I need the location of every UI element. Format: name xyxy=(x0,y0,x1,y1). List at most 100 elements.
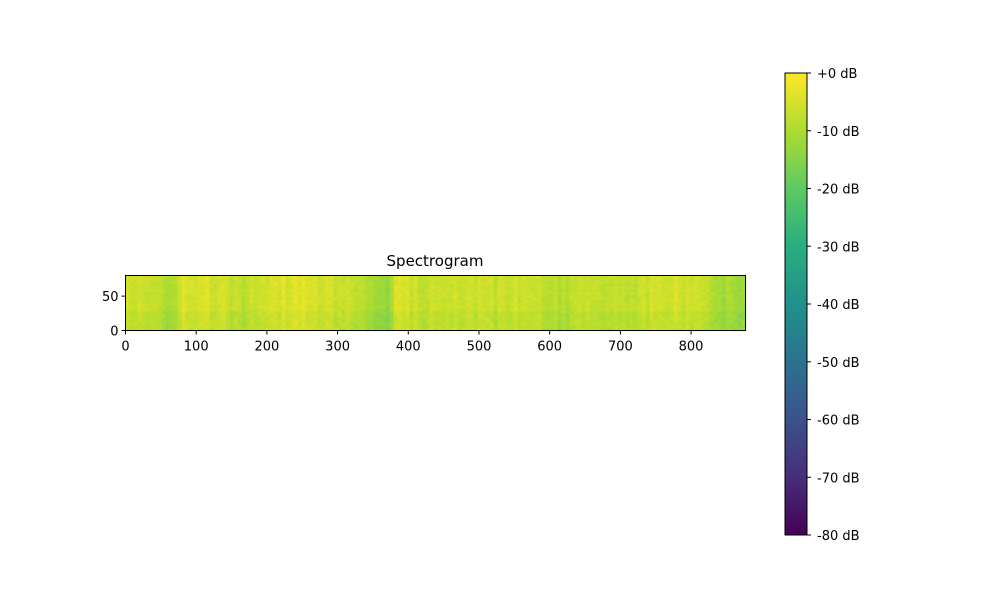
heatmap-cell xyxy=(469,314,475,318)
heatmap-cell xyxy=(517,327,523,332)
heatmap-cell xyxy=(277,319,283,323)
heatmap-cell xyxy=(141,292,147,296)
heatmap-cell xyxy=(509,297,515,301)
heatmap-cell xyxy=(565,286,571,290)
heatmap-cell xyxy=(361,322,367,326)
heatmap-cell xyxy=(413,303,419,307)
heatmap-cell xyxy=(485,327,491,332)
heatmap-cell xyxy=(469,303,475,307)
heatmap-cell xyxy=(257,314,263,318)
heatmap-cell xyxy=(701,303,707,307)
heatmap-cell xyxy=(221,325,227,329)
heatmap-cell xyxy=(273,294,279,299)
heatmap-cell xyxy=(505,303,511,307)
heatmap-cell xyxy=(577,322,583,326)
heatmap-cell xyxy=(657,289,663,293)
heatmap-cell xyxy=(245,289,251,293)
heatmap-cell xyxy=(653,278,659,282)
heatmap-cell xyxy=(453,289,459,293)
heatmap-cell xyxy=(545,297,551,301)
heatmap-cell xyxy=(133,283,139,288)
heatmap-cell xyxy=(525,281,531,285)
heatmap-cell xyxy=(329,300,335,304)
heatmap-cell xyxy=(421,303,427,307)
heatmap-cell xyxy=(733,325,739,329)
heatmap-cell xyxy=(145,322,151,326)
heatmap-cell xyxy=(341,283,347,288)
heatmap-cell xyxy=(681,319,687,323)
heatmap-cell xyxy=(269,289,275,293)
heatmap-cell xyxy=(125,283,131,288)
heatmap-cell xyxy=(233,281,239,285)
heatmap-cell xyxy=(337,322,343,326)
heatmap-cell xyxy=(573,292,579,296)
heatmap-cell xyxy=(337,316,343,321)
heatmap-cell xyxy=(725,305,731,310)
heatmap-cell xyxy=(705,289,711,293)
heatmap-cell xyxy=(497,322,503,326)
heatmap-cell xyxy=(409,319,415,323)
heatmap-cell xyxy=(309,303,315,307)
heatmap-cell xyxy=(357,327,363,332)
heatmap-cell xyxy=(581,316,587,321)
heatmap-cell xyxy=(521,292,527,296)
heatmap-cell xyxy=(529,316,535,321)
heatmap-cell xyxy=(289,322,295,326)
heatmap-cell xyxy=(397,311,403,315)
heatmap-cell xyxy=(281,303,287,307)
heatmap-cell xyxy=(441,308,447,312)
heatmap-cell xyxy=(609,286,615,290)
heatmap-cell xyxy=(557,289,563,293)
heatmap-cell xyxy=(401,283,407,288)
heatmap-cell xyxy=(537,275,543,279)
heatmap-cell xyxy=(609,319,615,323)
heatmap-cell xyxy=(525,275,531,279)
heatmap-cell xyxy=(645,289,651,293)
heatmap-cell xyxy=(193,316,199,321)
heatmap-cell xyxy=(469,281,475,285)
heatmap-cell xyxy=(545,314,551,318)
heatmap-cell xyxy=(357,300,363,304)
heatmap-cell xyxy=(725,300,731,304)
heatmap-cell xyxy=(465,322,471,326)
heatmap-cell xyxy=(293,322,299,326)
heatmap-cell xyxy=(565,283,571,288)
heatmap-cell xyxy=(709,275,715,279)
heatmap-cell xyxy=(517,316,523,321)
heatmap-cell xyxy=(361,300,367,304)
heatmap-cell xyxy=(281,292,287,296)
heatmap-cell xyxy=(377,286,383,290)
heatmap-cell xyxy=(701,314,707,318)
heatmap-cell xyxy=(373,308,379,312)
heatmap-cell xyxy=(545,286,551,290)
heatmap-cell xyxy=(305,289,311,293)
heatmap-cell xyxy=(741,286,747,290)
heatmap-cell xyxy=(217,311,223,315)
heatmap-cell xyxy=(309,286,315,290)
heatmap-cell xyxy=(673,303,679,307)
heatmap-cell xyxy=(173,327,179,332)
heatmap-cell xyxy=(649,327,655,332)
heatmap-cell xyxy=(477,319,483,323)
x-tick-label: 200 xyxy=(254,340,279,355)
heatmap-cell xyxy=(349,314,355,318)
heatmap-cell xyxy=(169,325,175,329)
heatmap-cell xyxy=(613,322,619,326)
heatmap-cell xyxy=(449,311,455,315)
heatmap-cell xyxy=(609,314,615,318)
heatmap-cell xyxy=(661,322,667,326)
heatmap-cell xyxy=(673,275,679,279)
heatmap-cell xyxy=(253,308,259,312)
heatmap-cell xyxy=(497,303,503,307)
heatmap-cell xyxy=(721,292,727,296)
heatmap-cell xyxy=(565,289,571,293)
heatmap-cell xyxy=(697,300,703,304)
heatmap-cell xyxy=(389,316,395,321)
heatmap-cell xyxy=(185,283,191,288)
heatmap-cell xyxy=(709,281,715,285)
heatmap-cell xyxy=(321,294,327,299)
heatmap-cell xyxy=(325,300,331,304)
heatmap-cell xyxy=(689,308,695,312)
heatmap-cell xyxy=(385,303,391,307)
heatmap-cell xyxy=(681,297,687,301)
